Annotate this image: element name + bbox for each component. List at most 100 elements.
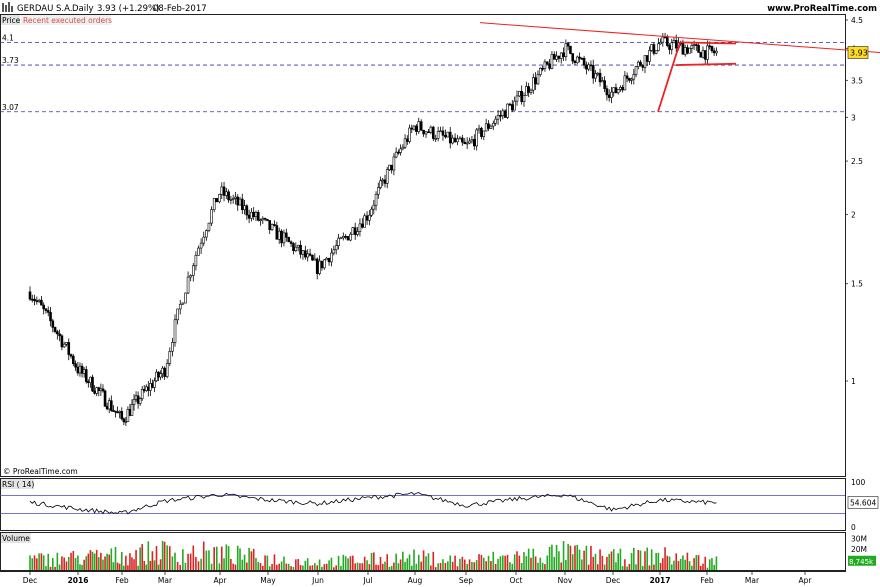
channel-bottom-line[interactable]	[675, 62, 737, 66]
candle-body	[294, 246, 298, 251]
candle-body	[557, 55, 561, 59]
candle-body	[163, 367, 166, 377]
volume-bar	[492, 551, 495, 570]
volume-bar	[608, 553, 610, 570]
x-tick-label: Dec	[606, 576, 621, 585]
header-icons[interactable]	[2, 2, 13, 12]
resistance-trendline[interactable]	[479, 22, 880, 54]
candle-body	[318, 260, 321, 274]
volume-bar	[454, 555, 456, 570]
orders-tab-link[interactable]: Recent executed orders	[23, 16, 112, 25]
candle-body	[110, 400, 113, 411]
bar-icon[interactable]	[8, 2, 10, 12]
candle-body	[663, 36, 667, 39]
candle-body	[636, 61, 640, 67]
volume-bar	[567, 543, 569, 570]
candle-body	[40, 299, 43, 306]
volume-bar	[143, 561, 146, 570]
bar-icon[interactable]	[2, 3, 4, 12]
candle-body	[390, 164, 393, 171]
candle-body	[594, 73, 597, 79]
volume-bar	[220, 546, 223, 570]
volume-bar	[560, 562, 563, 570]
rsi-y-axis: 100 0 54.604	[847, 478, 879, 532]
volume-bar	[596, 564, 599, 570]
candle-body	[261, 217, 265, 221]
candle-body	[178, 303, 182, 310]
candle-body	[105, 406, 109, 410]
candle-body	[120, 411, 124, 420]
volume-bar	[532, 548, 535, 570]
candle-body	[607, 94, 611, 98]
volume-bar	[617, 553, 619, 570]
rsi-y-tick-label: 100	[851, 478, 866, 487]
volume-bar	[159, 559, 162, 570]
volume-bar	[706, 567, 709, 570]
volume-bar	[149, 560, 152, 570]
candle-body	[541, 67, 544, 70]
candle-body	[365, 215, 369, 221]
header: GERDAU S.A. Daily 3.93 (+1.29%) 08-Feb-2…	[0, 0, 880, 14]
support-trendline[interactable]	[657, 42, 681, 113]
candle-body	[118, 411, 121, 413]
orders-tab[interactable]	[21, 15, 111, 25]
candle-body	[95, 387, 98, 394]
candle-body	[670, 42, 674, 50]
x-tick-label: Dec	[23, 576, 38, 585]
volume-bar	[713, 564, 715, 570]
volume-bar	[328, 560, 330, 570]
volume-bar	[161, 540, 164, 570]
channel-top-line[interactable]	[679, 41, 737, 45]
candle-body	[536, 74, 540, 85]
candle-body	[688, 47, 691, 54]
candle-body	[80, 365, 84, 374]
volume-bar	[404, 561, 406, 570]
volume-bar	[697, 555, 700, 570]
volume-bar	[218, 563, 221, 570]
volume-tab[interactable]	[1, 533, 31, 543]
candle-body	[42, 304, 45, 310]
candle-body	[78, 365, 82, 374]
candle-body	[405, 138, 409, 142]
volume-bar	[236, 545, 239, 570]
volume-bar	[562, 541, 565, 570]
rsi-tab[interactable]	[1, 479, 34, 489]
bar-icon[interactable]	[11, 6, 13, 12]
candle-body	[49, 312, 52, 322]
volume-bar	[363, 556, 366, 570]
volume-bar	[189, 553, 192, 570]
volume-bar	[342, 554, 345, 570]
candle-body	[555, 55, 558, 60]
y-tick-label: 1.5	[851, 280, 863, 289]
volume-bar	[45, 566, 47, 570]
candle-body	[240, 198, 244, 211]
volume-bar	[461, 556, 464, 570]
volume-bar	[388, 566, 391, 570]
volume-bar	[606, 556, 608, 570]
candle-body	[176, 308, 179, 321]
site-label[interactable]: www.ProRealTime.com	[767, 4, 877, 14]
candle-body	[332, 249, 336, 254]
volume-bar	[670, 564, 673, 570]
volume-bar	[682, 555, 684, 570]
candle-body	[140, 389, 144, 400]
volume-bar	[246, 562, 248, 570]
volume-bar	[276, 564, 278, 570]
candle-body	[482, 130, 486, 137]
price-tab[interactable]	[1, 15, 20, 25]
volume-bar	[693, 558, 695, 570]
volume-bar	[513, 554, 516, 570]
candle-body	[484, 123, 488, 132]
candle-body	[463, 141, 467, 145]
bar-icon[interactable]	[5, 5, 7, 12]
volume-bar	[668, 556, 671, 570]
candle-body	[189, 275, 192, 278]
volume-bar	[361, 563, 364, 570]
candle-body	[285, 232, 288, 238]
volume-bar	[215, 546, 218, 570]
volume-bar	[397, 563, 400, 570]
volume-bar	[145, 564, 148, 570]
candle-body	[575, 56, 579, 64]
volume-bar	[163, 541, 166, 570]
last-price-tag	[847, 46, 869, 59]
